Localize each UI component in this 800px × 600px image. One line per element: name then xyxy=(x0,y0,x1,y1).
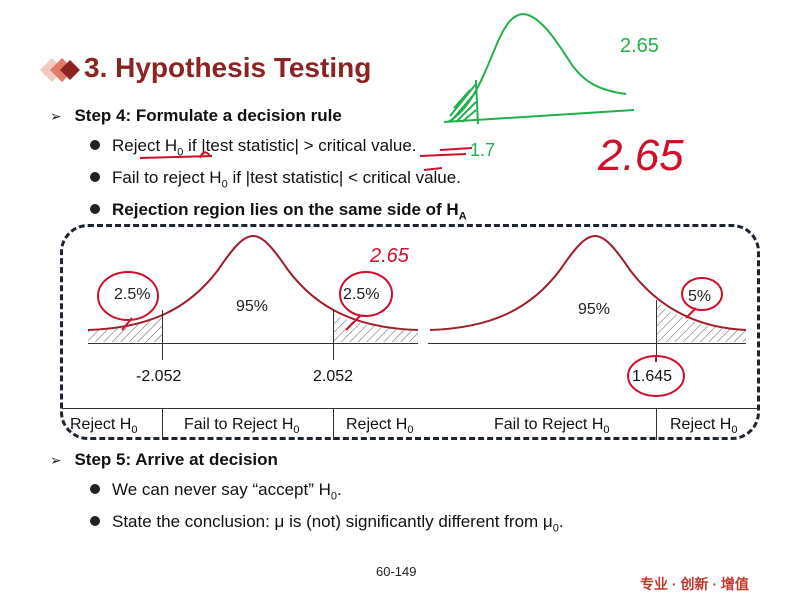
two-tailed-center-pct: 95% xyxy=(236,298,269,315)
bullet-fail-to-reject: Fail to reject H0 if |test statistic| < … xyxy=(90,168,461,190)
handwriting-red-big: 2.65 xyxy=(597,131,684,180)
one-tailed-critical-line xyxy=(656,300,657,360)
left-critical-line xyxy=(162,310,163,360)
page-number: 60-149 xyxy=(376,564,417,579)
left-rejection-area xyxy=(88,314,162,342)
one-tailed-center-pct: 95% xyxy=(578,301,611,318)
slide-logo xyxy=(40,58,80,82)
bullet-dot-icon xyxy=(90,203,100,214)
bullet-never-accept: We can never say “accept” H0. xyxy=(90,480,342,502)
handwriting-green-top: 2.65 xyxy=(620,35,659,57)
region-reject-one: Reject H0 xyxy=(670,416,738,437)
diagram-frame xyxy=(60,224,760,440)
right-rejection-area xyxy=(334,314,418,342)
region-fail-to-reject-one: Fail to Reject H0 xyxy=(494,416,610,437)
one-tailed-axis xyxy=(428,343,746,344)
red-ink-marks xyxy=(97,147,723,397)
step4-heading: ➢ Step 4: Formulate a decision rule xyxy=(50,106,342,125)
region-fail-to-reject-two: Fail to Reject H0 xyxy=(184,416,300,437)
bullet-reject: Reject H0 if |test statistic| > critical… xyxy=(90,136,417,158)
region-sep-1 xyxy=(162,408,163,440)
one-tailed-tail-pct: 5% xyxy=(688,288,712,305)
slide-title: 3. Hypothesis Testing xyxy=(84,52,372,83)
region-sep-3 xyxy=(656,408,657,440)
arrow-bullet-icon: ➢ xyxy=(50,452,62,468)
step5-heading: ➢ Step 5: Arrive at decision xyxy=(50,450,278,469)
region-sep-2 xyxy=(333,408,334,440)
one-tailed-curve xyxy=(430,234,746,342)
region-reject-left: Reject H0 xyxy=(70,416,138,437)
bullet-dot-icon xyxy=(90,171,100,182)
bullet-conclusion: State the conclusion: μ is (not) signifi… xyxy=(90,512,564,534)
green-sketch-curve xyxy=(443,12,635,125)
region-reject-right: Reject H0 xyxy=(346,416,414,437)
handwriting-red-mid: 2.65 xyxy=(369,245,410,267)
region-divider-line xyxy=(62,408,758,409)
bullet-dot-icon xyxy=(90,483,100,494)
bullet-rejection-side: Rejection region lies on the same side o… xyxy=(90,200,467,222)
right-critical-line xyxy=(333,310,334,360)
arrow-bullet-icon: ➢ xyxy=(50,108,62,124)
right-critical-value: 2.052 xyxy=(313,368,354,385)
one-tailed-rejection-area xyxy=(656,302,746,342)
bullet-dot-icon xyxy=(90,515,100,526)
left-tail-pct: 2.5% xyxy=(114,286,151,303)
handwriting-green-small: 1.7 xyxy=(470,140,495,160)
bullet-dot-icon xyxy=(90,139,100,150)
one-tailed-critical-value: 1.645 xyxy=(632,368,673,385)
brand-slogan: 专业 · 创新 · 增值 xyxy=(640,576,749,592)
two-tailed-axis xyxy=(88,343,418,344)
right-tail-pct: 2.5% xyxy=(343,286,380,303)
left-critical-value: -2.052 xyxy=(136,368,182,385)
